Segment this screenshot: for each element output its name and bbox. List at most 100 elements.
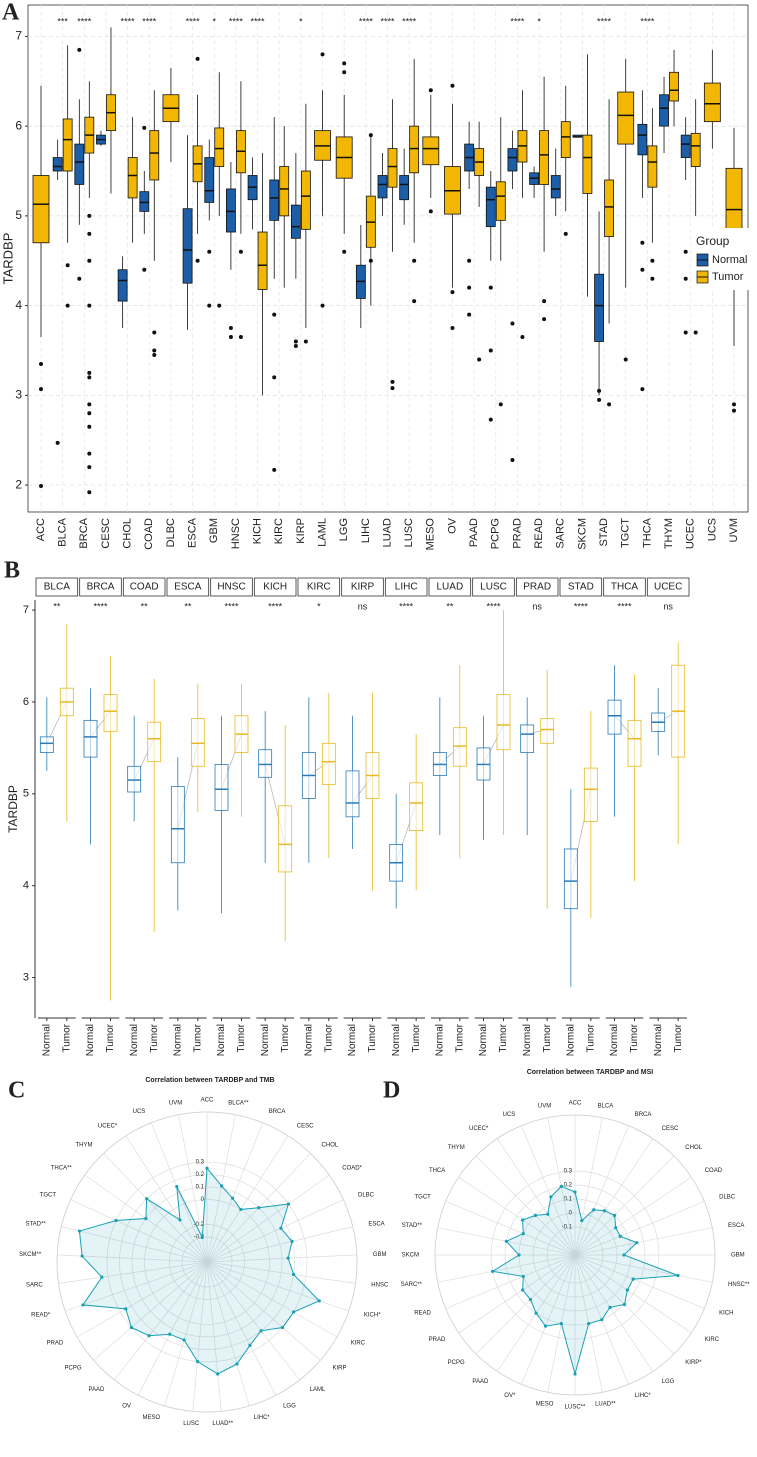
x-tick-label: Normal (216, 1024, 227, 1056)
significance: ns (358, 601, 368, 611)
category-label: SARC (26, 1283, 43, 1289)
y-tick-label: 2 (15, 477, 22, 491)
facet-label: LUAD (436, 582, 463, 593)
outlier (142, 125, 147, 130)
radar-point (178, 1218, 182, 1222)
radar-point (676, 1273, 680, 1278)
x-tick-label: Normal (434, 1024, 445, 1056)
facet-strip (166, 577, 210, 597)
category-label: ESCA (728, 1223, 744, 1229)
spoke (93, 1261, 208, 1361)
outlier (342, 61, 347, 66)
facet-label: COAD (130, 582, 159, 593)
x-tick-label: MESO (425, 518, 437, 551)
outlier (342, 70, 347, 75)
category-label: HNSC (371, 1283, 389, 1289)
category-label: ACC (569, 1101, 582, 1107)
category-label: KIRC (351, 1341, 366, 1347)
radar-point (220, 1184, 224, 1188)
box (617, 91, 635, 145)
x-tick-label: Normal (129, 1024, 140, 1056)
legend-label: Normal (712, 254, 747, 266)
box (278, 805, 293, 873)
x-tick-label: Tumor (236, 1023, 247, 1052)
box (147, 721, 162, 763)
radar-point (168, 1332, 172, 1336)
spoke (206, 1174, 330, 1263)
category-label: UCS (133, 1109, 146, 1115)
spoke (206, 1114, 236, 1263)
radar-point (622, 1253, 626, 1257)
spoke (206, 1261, 321, 1361)
outlier (488, 417, 493, 422)
x-tick-label: Normal (565, 1024, 576, 1056)
outlier (87, 411, 92, 416)
box (377, 175, 388, 199)
panel-label: A (2, 0, 20, 26)
category-label: PCPG (65, 1366, 82, 1372)
x-tick-label: UCEC (685, 518, 697, 549)
radar-point (182, 1338, 186, 1342)
outlier (272, 375, 277, 380)
x-tick-label: ESCA (187, 517, 199, 548)
x-tick-label: Tumor (149, 1023, 160, 1052)
box (117, 269, 128, 302)
box (32, 175, 50, 244)
radar-point (279, 1226, 283, 1230)
radar-point (317, 1299, 321, 1303)
spoke (206, 1261, 349, 1312)
box (214, 764, 229, 811)
radar-point (602, 1209, 607, 1213)
significance: **** (93, 601, 108, 611)
y-tick-label: 4 (23, 880, 29, 892)
radar-point (546, 1212, 550, 1216)
category-label: MESO (536, 1402, 554, 1408)
box (594, 273, 604, 342)
x-tick-label: KICH (251, 518, 263, 544)
category-label: STAD** (25, 1221, 46, 1227)
spoke (445, 1254, 576, 1309)
spoke (114, 1261, 208, 1381)
category-label: LGG (283, 1404, 296, 1410)
x-tick-label: Normal (85, 1024, 96, 1056)
outlier (650, 258, 655, 263)
outlier (207, 303, 212, 308)
category-label: OV (122, 1404, 131, 1410)
box (279, 166, 290, 217)
category-label: LUAD** (595, 1402, 616, 1408)
x-tick-label: ACC (35, 518, 47, 541)
spoke (58, 1261, 208, 1284)
x-tick-label: THYM (663, 518, 675, 549)
facet-label: KIRP (351, 582, 375, 593)
chart-title: Correlation between TARDBP and TMB (145, 1077, 274, 1084)
x-tick-label: LAML (316, 518, 328, 547)
spoke (574, 1254, 654, 1372)
radar-point (286, 1202, 291, 1206)
box (149, 130, 160, 181)
radar-point (573, 1190, 577, 1194)
x-tick-label: READ (533, 518, 545, 549)
spoke (574, 1254, 692, 1334)
x-tick-label: KIRP (295, 518, 307, 544)
radar-point (124, 1307, 128, 1311)
spoke (574, 1117, 603, 1256)
spoke (103, 1153, 208, 1263)
category-label: MESO (143, 1415, 161, 1421)
r-tick-label: 0.2 (196, 1172, 205, 1178)
significance: **** (640, 16, 655, 26)
significance: **** (402, 16, 417, 26)
y-axis-title: TARDBP (0, 233, 15, 285)
category-label: CHOL (322, 1142, 339, 1148)
facet-label: KICH (263, 582, 287, 593)
outlier (683, 330, 688, 335)
spoke (206, 1135, 289, 1263)
y-tick-label: 6 (15, 118, 22, 132)
radar-point (491, 1269, 495, 1273)
x-tick-label: Normal (391, 1024, 402, 1056)
outlier (450, 326, 455, 331)
radar-point (533, 1213, 538, 1218)
category-label: SKCM (402, 1253, 419, 1259)
plot-border (27, 4, 749, 513)
box (669, 71, 679, 102)
x-tick-label: DLBC (165, 518, 177, 547)
